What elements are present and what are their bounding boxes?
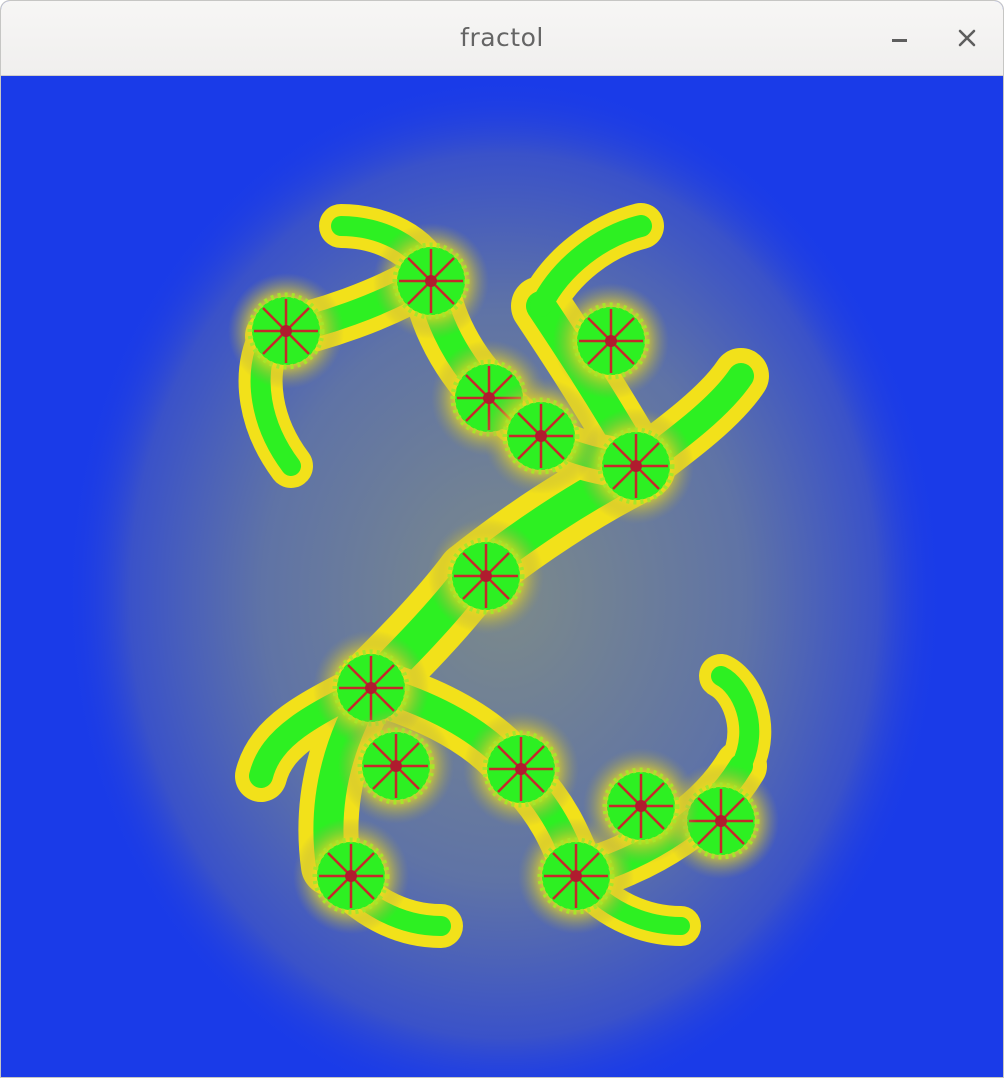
minimize-button[interactable] <box>879 18 919 58</box>
fractal-body <box>228 203 779 948</box>
minimize-icon <box>892 39 907 42</box>
title-bar[interactable]: fractol <box>1 1 1003 76</box>
close-icon <box>958 29 976 47</box>
fractal-canvas[interactable] <box>1 76 1003 1077</box>
close-button[interactable] <box>947 18 987 58</box>
window-title: fractol <box>460 23 544 52</box>
